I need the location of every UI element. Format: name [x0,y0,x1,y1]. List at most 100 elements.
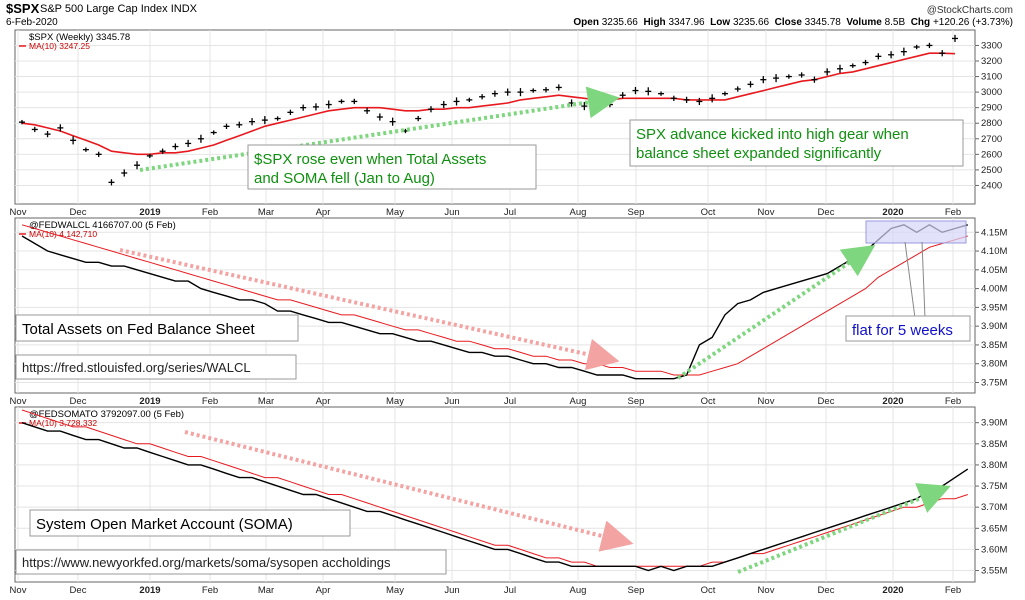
flat-pointer [921,241,926,319]
annotation-walcl-title-box [15,314,299,342]
x-tick-label: 2019 [139,207,160,218]
price-bar [210,130,217,135]
high-value: 3347.96 [668,17,705,28]
series-group-walcl [21,223,968,380]
ma-line [21,224,968,376]
x-tick-label: Aug [570,396,587,407]
price-bar [734,86,741,92]
price-bar [632,86,639,95]
trend-arrow-red [119,248,620,371]
x-tick-label: Nov [758,396,775,407]
annotation-spx-high-gear-line: balance sheet expanded significantly [636,145,882,162]
price-bar [57,124,64,132]
price-bar [31,126,38,133]
x-tick-label: Feb [945,207,961,218]
x-tick-label: Sep [628,396,645,407]
brand-watermark: @StockCharts.com [926,5,1013,16]
price-bar [760,76,767,84]
y-tick-label: 3000 [981,87,1002,98]
price-bar [798,72,805,78]
ma-label: MA(10) 4,142,710 [29,229,97,239]
price-bar [172,143,179,150]
price-bar [888,51,895,59]
price-bar [121,169,128,177]
x-tick-label: Nov [10,585,27,596]
price-bar [849,63,856,68]
y-tick-label: 3300 [981,40,1002,51]
y-tick-label: 3.70M [981,502,1007,513]
series-label: @FEDWALCL 4166707.00 (5 Feb) [29,220,176,231]
security-name: S&P 500 Large Cap Index INDX [40,3,197,15]
price-bar [185,139,192,148]
ma-label: MA(10) 3247.25 [29,41,90,51]
x-tick-label: Nov [10,207,27,218]
x-tick-label: Feb [202,396,218,407]
price-bar [543,87,550,93]
trend-arrow-green [139,86,620,172]
price-bar [747,81,754,88]
volume-label: Volume [846,17,882,28]
price-bar [683,96,690,103]
price-bar [836,64,843,73]
x-tick-label: Oct [701,585,716,596]
annotation-spx-fell: $SPX rose even when Total Assets and SOMA… [247,144,537,190]
annotation-spx-fell-box [247,144,537,190]
x-tick-label: Mar [258,585,274,596]
x-tick-label: Dec [818,207,835,218]
price-bar [773,74,780,83]
quote-summary: Open 3235.66 High 3347.96 Low 3235.66 Cl… [573,17,1013,28]
x-tick-label: Dec [70,585,87,596]
annotation-soma-url-box [15,549,447,575]
price-bar [952,34,958,43]
annotation-walcl-title-line: Total Assets on Fed Balance Sheet [22,321,255,338]
y-tick-label: 3.85M [981,439,1007,450]
price-bar [658,91,665,96]
annotation-soma-title-box [29,509,351,537]
low-value: 3235.66 [732,17,770,28]
trend-arrow-red [184,430,634,552]
price-bar [466,97,473,103]
x-tick-label: May [386,207,404,218]
price-bar [287,109,294,115]
annotation-flat: flat for 5 weeks [845,315,971,342]
price-bar [453,97,460,106]
y-tick-label: 2800 [981,118,1002,129]
x-tick-label: Nov [758,207,775,218]
x-tick-label: Apr [316,207,331,218]
y-tick-label: 3200 [981,56,1002,67]
series-group-price [19,34,958,186]
price-bar [696,97,703,106]
y-tick-label: 4.05M [981,265,1007,276]
price-bar [351,98,358,105]
price-bar [312,103,319,111]
price-bar [274,116,281,121]
y-tick-label: 2700 [981,134,1002,145]
x-tick-label: Jun [444,396,459,407]
ticker-symbol: $SPX [6,1,40,16]
annotation-spx-high-gear-line: SPX advance kicked into high gear when [636,126,909,143]
price-bar [95,151,102,157]
annotation-soma-title-line: System Open Market Account (SOMA) [36,516,293,533]
price-bar [389,117,396,126]
change-label: Chg [910,17,931,28]
x-tick-label: 2020 [882,207,903,218]
annotation-spx-fell-line: $SPX rose even when Total Assets [254,151,486,168]
price-bar [670,95,677,101]
x-tick-label: Nov [758,585,775,596]
x-tick-label: Aug [570,207,587,218]
trend-arrow-green [676,245,876,380]
annotation-soma-url-line: https://www.newyorkfed.org/markets/soma/… [22,555,391,570]
price-bar [261,116,268,125]
price-bar [619,92,626,99]
price-bar [325,100,332,109]
x-tick-label: Jun [444,585,459,596]
price-bar [338,99,345,104]
price-bar [517,88,524,97]
price-bar [70,136,77,145]
price-bar [709,94,716,103]
price-bar [913,44,920,50]
y-tick-label: 3.60M [981,544,1007,555]
annotation-flat-line: flat for 5 weeks [852,322,953,339]
price-bar [108,179,115,186]
